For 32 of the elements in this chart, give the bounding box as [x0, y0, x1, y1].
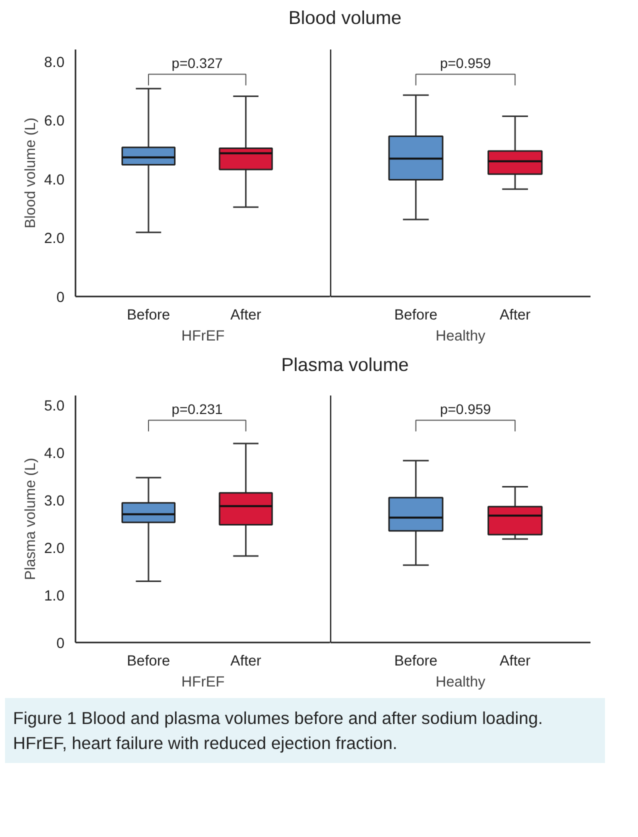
y-tick-label: 4.0: [44, 172, 64, 188]
annotation: p=0.959: [440, 54, 492, 71]
x-tick-label: After: [230, 307, 262, 324]
y-axis-title: Blood volume (L): [23, 117, 40, 228]
x-tick-label: Before: [126, 654, 170, 670]
x-axis-title: HFrEF: [181, 674, 225, 691]
annotation: p=0.959: [440, 402, 492, 418]
x-tick-label: After: [500, 654, 531, 670]
y-tick-label: 0: [56, 290, 65, 306]
chart-title: Blood volume: [288, 6, 402, 30]
x-tick-label: After: [230, 654, 262, 670]
x-axis-title: HFrEF: [181, 328, 225, 344]
y-tick-label: 1.0: [44, 588, 64, 605]
annotation: p=0.231: [172, 402, 223, 418]
y-tick-label: 8.0: [44, 54, 64, 70]
y-tick-label: 2.0: [44, 541, 64, 558]
y-tick-label: 4.0: [44, 446, 64, 462]
y-tick-label: 6.0: [44, 113, 64, 130]
x-axis-title: Healthy: [436, 674, 486, 691]
y-tick-label: 5.0: [44, 398, 64, 415]
caption: Figure 1 Blood and plasma volumes before and after sodium loading. HFrEF, heart failure with reduced ejection fraction.: [13, 707, 544, 755]
x-tick-label: After: [500, 307, 531, 324]
x-tick-label: Before: [394, 654, 438, 670]
y-tick-label: 3.0: [44, 494, 64, 510]
x-tick-label: Before: [126, 307, 170, 324]
chart-title: Plasma volume: [281, 352, 409, 377]
annotation: p=0.327: [172, 54, 223, 71]
x-axis-title: Healthy: [436, 328, 486, 344]
x-tick-label: Before: [394, 307, 438, 324]
y-axis-title: Plasma volume (L): [23, 458, 40, 580]
y-tick-label: 0: [56, 636, 65, 652]
y-tick-label: 2.0: [44, 230, 64, 247]
